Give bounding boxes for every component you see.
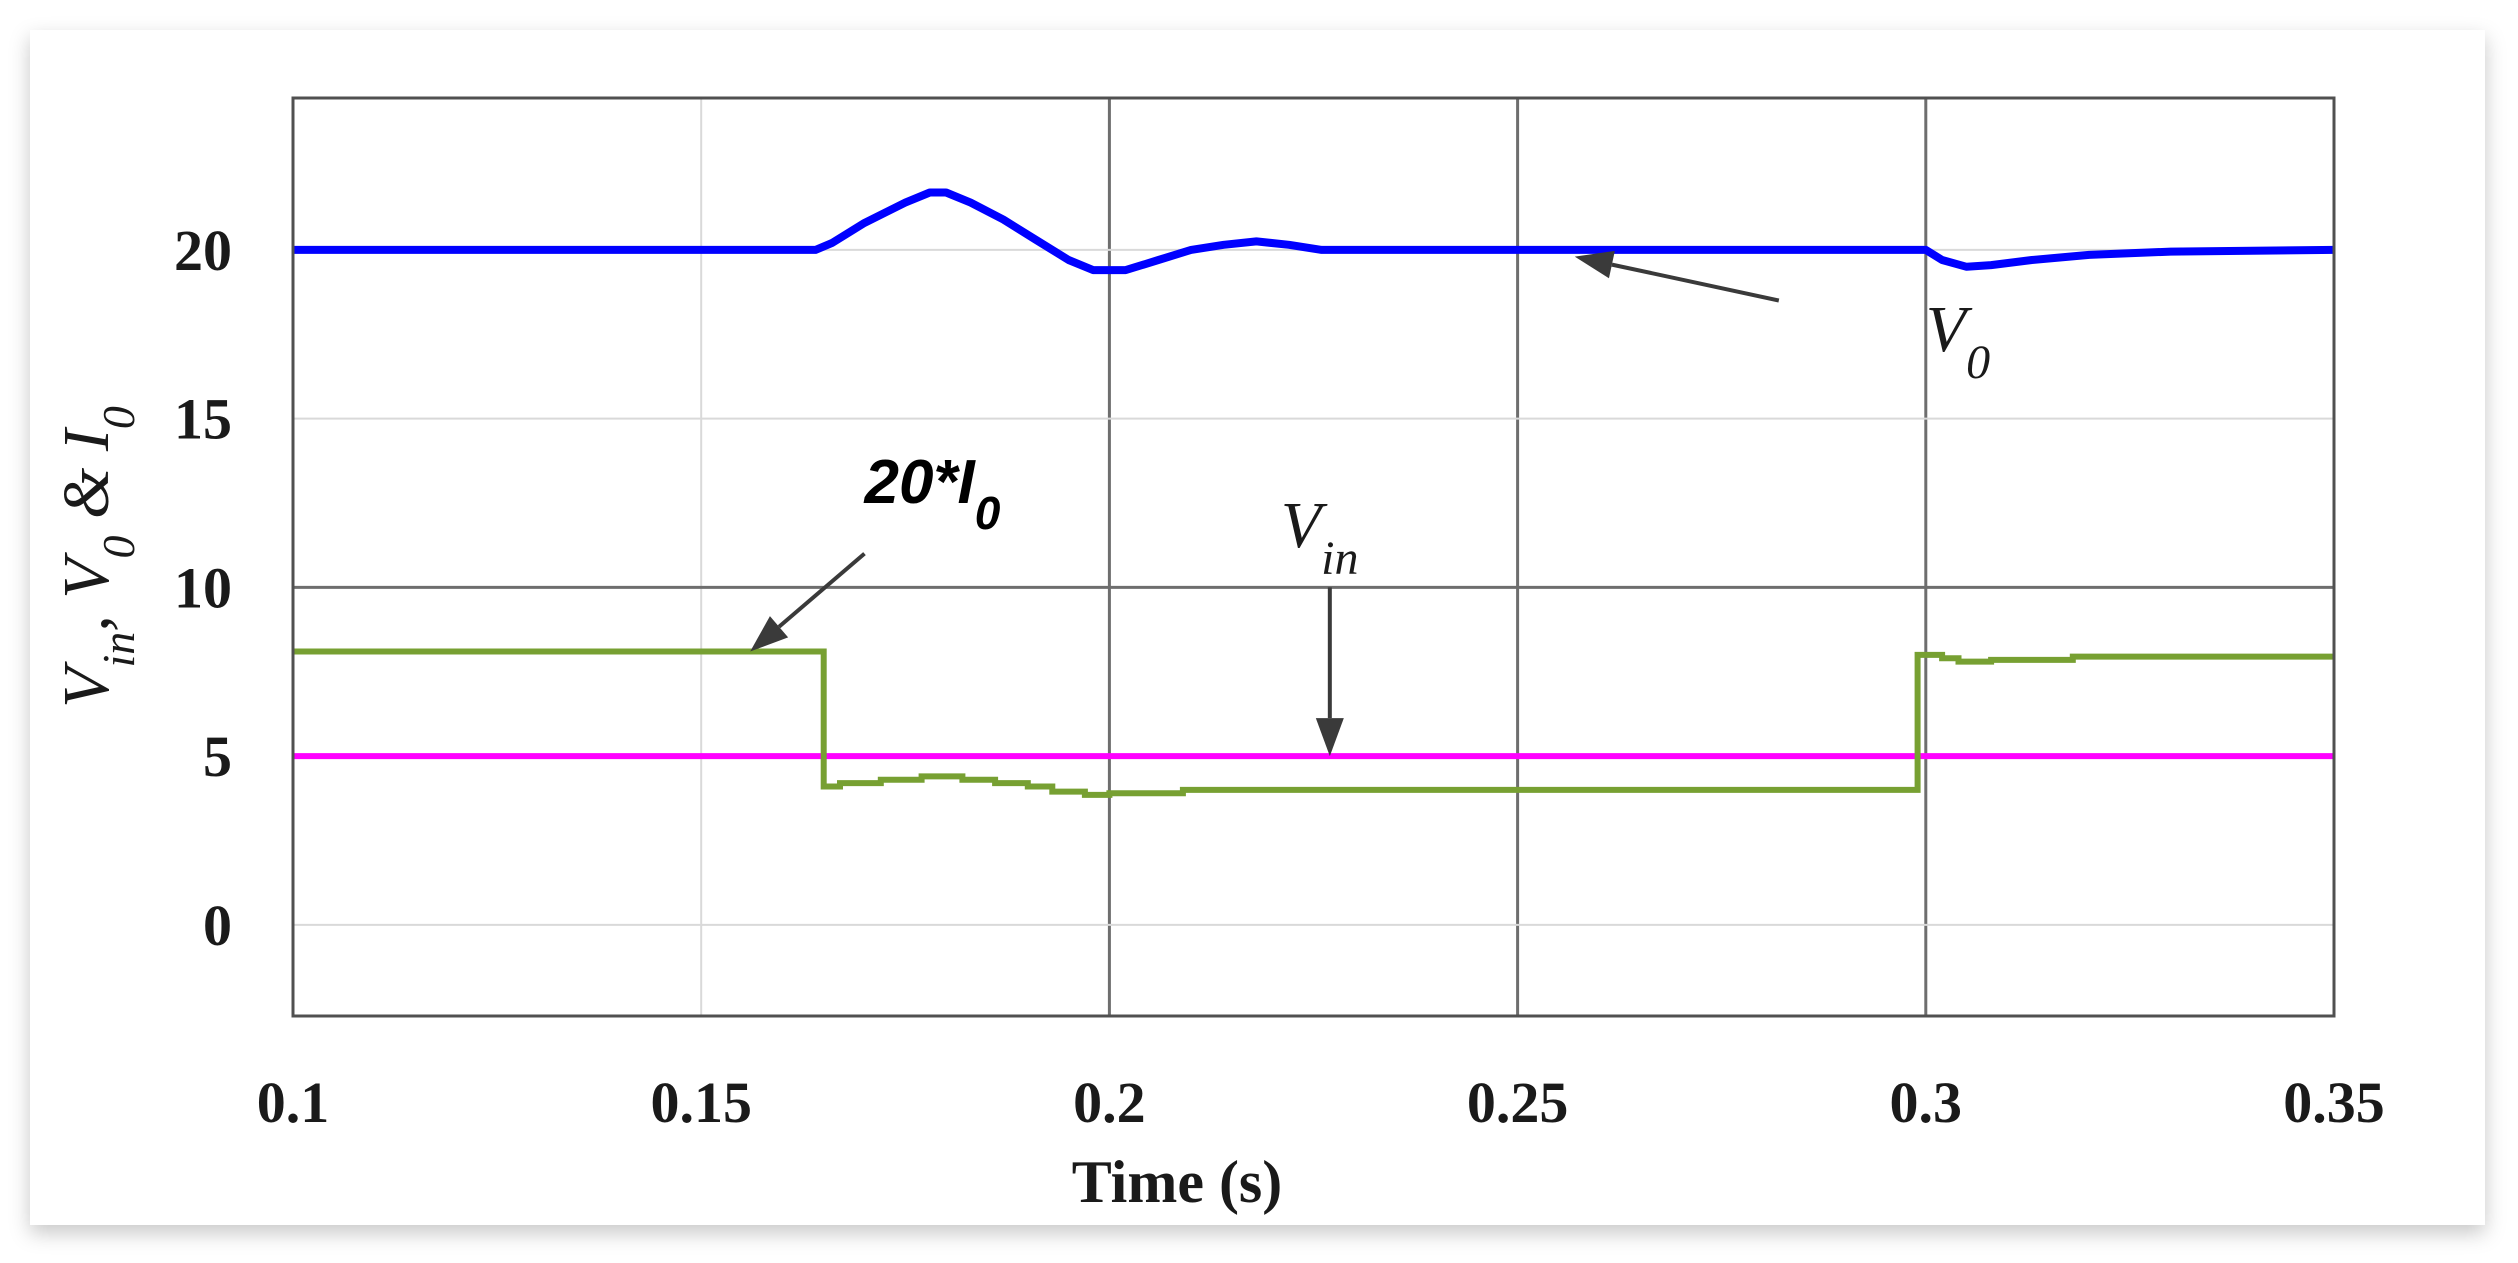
annotation-v0-label: V0 — [1926, 293, 1990, 389]
y-tick-label-0: 0 — [203, 893, 232, 958]
y-tick-label-4: 20 — [174, 218, 232, 283]
x-tick-label-1: 0.15 — [650, 1070, 752, 1135]
y-tick-label-3: 15 — [174, 387, 232, 452]
x-tick-label-2: 0.2 — [1073, 1070, 1146, 1135]
annotation-i0-arrow — [777, 552, 866, 629]
annotation-vin-label: Vin — [1281, 489, 1359, 585]
annotation-i0: 20*I0 — [750, 448, 1001, 652]
y-axis-title: Vin, V0 & I0 — [50, 406, 144, 708]
y-axis-title-part-1: V — [50, 661, 123, 708]
x-tick-label-4: 0.3 — [1890, 1070, 1963, 1135]
y-axis-title-sub-1: in — [93, 632, 144, 668]
svg-text:Vin, V0 & I0: Vin, V0 & I0 — [50, 406, 144, 708]
x-tick-labels: 0.1 0.15 0.2 0.25 0.3 0.35 — [257, 1070, 2385, 1135]
series-line-v0 — [293, 188, 2335, 275]
y-axis-title-part-2: , V — [50, 552, 123, 632]
y-axis-title-part-3: & I — [50, 426, 123, 535]
x-tick-label-5: 0.35 — [2283, 1070, 2385, 1135]
annotation-i0-arrowhead — [750, 616, 789, 652]
annotation-i0-label: 20*I0 — [863, 448, 1000, 539]
x-tick-label-3: 0.25 — [1467, 1070, 1569, 1135]
x-tick-label-0: 0.1 — [257, 1070, 330, 1135]
plot-border — [291, 96, 2336, 1018]
annotation-v0-arrowhead — [1574, 250, 1615, 279]
y-tick-label-2: 10 — [174, 555, 232, 620]
annotation-v0: V0 — [1574, 250, 1990, 389]
x-axis-title: Time (s) — [1072, 1149, 1283, 1215]
y-axis-title-sub-2: 0 — [93, 535, 144, 558]
y-axis-title-sub-3: 0 — [93, 406, 144, 429]
annotation-v0-arrow — [1611, 262, 1780, 303]
y-tick-labels: 0 5 10 15 20 — [174, 218, 232, 958]
annotation-vin-arrowhead — [1315, 718, 1344, 757]
series-layer — [293, 188, 2335, 798]
annotations: V0 Vin 20*I0 — [750, 250, 1990, 757]
annotation-vin: Vin — [1281, 489, 1359, 757]
y-tick-label-1: 5 — [203, 724, 232, 789]
series-line-20-i0 — [293, 648, 2334, 798]
